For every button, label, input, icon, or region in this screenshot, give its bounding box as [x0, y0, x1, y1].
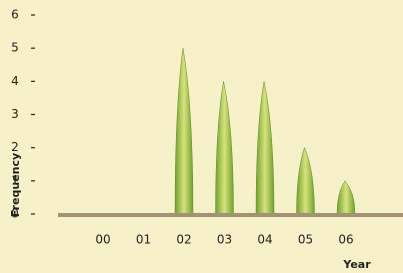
- chart: Year Frequency 012345600010203040506: [0, 0, 403, 273]
- leaf-bar: [337, 181, 355, 214]
- y-tick-label: 2: [11, 140, 19, 154]
- leaf-bar: [216, 81, 234, 214]
- leaf-bar: [256, 81, 274, 214]
- y-tick-label: 1: [11, 173, 19, 187]
- y-tick-label: 0: [11, 207, 19, 221]
- x-tick-label: 00: [95, 233, 110, 247]
- x-tick-label: 01: [136, 233, 151, 247]
- leaf-bar: [297, 148, 315, 214]
- x-tick-label: 02: [176, 233, 191, 247]
- x-tick-label: 05: [298, 233, 313, 247]
- y-tick-label: 5: [11, 41, 19, 55]
- x-tick-label: 06: [338, 233, 353, 247]
- x-tick-label: 03: [217, 233, 232, 247]
- y-tick-label: 4: [11, 74, 19, 88]
- leaf-bar: [175, 48, 193, 214]
- y-tick-label: 6: [11, 8, 19, 22]
- y-tick-label: 3: [11, 107, 19, 121]
- x-tick-label: 04: [257, 233, 272, 247]
- x-axis-title: Year: [342, 258, 371, 271]
